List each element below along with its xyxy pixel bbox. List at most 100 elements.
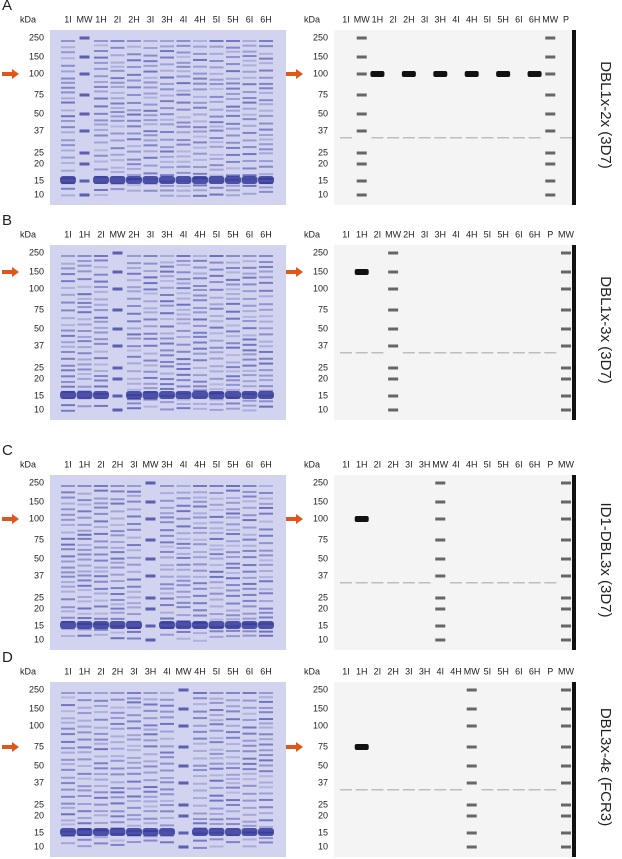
protein-band xyxy=(127,86,141,89)
protein-band xyxy=(259,122,273,125)
protein-band xyxy=(61,802,75,805)
ladder-band xyxy=(466,764,477,768)
protein-band xyxy=(127,706,141,709)
protein-band xyxy=(259,692,273,694)
protein-band xyxy=(193,569,207,572)
dye-front xyxy=(109,176,126,184)
protein-band xyxy=(160,788,174,791)
protein-band xyxy=(226,271,240,274)
protein-band xyxy=(259,812,273,815)
protein-band xyxy=(193,764,207,767)
protein-band xyxy=(160,325,174,328)
protein-band xyxy=(209,723,224,726)
lane-label: 4H xyxy=(466,459,478,469)
protein-band xyxy=(94,580,108,583)
faint-band xyxy=(387,137,400,139)
protein-band xyxy=(143,123,158,126)
protein-band xyxy=(226,194,240,197)
protein-band xyxy=(94,309,108,312)
protein-band xyxy=(77,553,92,556)
protein-band xyxy=(193,135,207,138)
protein-band xyxy=(242,409,257,412)
protein-band xyxy=(209,581,224,584)
ladder-band xyxy=(178,781,189,785)
protein-band xyxy=(193,101,207,104)
protein-band xyxy=(160,816,174,819)
protein-band xyxy=(160,556,174,559)
protein-band xyxy=(143,376,158,379)
protein-band xyxy=(176,165,191,168)
dye-front xyxy=(142,828,159,836)
marker-label: 20 xyxy=(318,373,328,383)
marker-label: 75 xyxy=(318,741,328,751)
protein-band xyxy=(160,123,174,126)
protein-band xyxy=(127,158,141,161)
protein-band xyxy=(259,554,273,557)
protein-band xyxy=(127,799,141,802)
protein-band xyxy=(110,810,125,813)
ladder-band xyxy=(145,517,156,521)
protein-band xyxy=(242,778,257,781)
protein-band xyxy=(242,599,257,602)
protein-band xyxy=(193,697,207,700)
protein-band xyxy=(242,83,257,86)
ladder-band xyxy=(388,251,399,255)
protein-band xyxy=(259,754,273,757)
protein-band xyxy=(259,738,273,741)
protein-band xyxy=(176,491,191,494)
protein-band xyxy=(127,806,141,809)
protein-band xyxy=(61,329,75,332)
lane-label: 5I xyxy=(484,14,492,24)
protein-band xyxy=(127,337,141,340)
protein-band xyxy=(143,60,158,63)
protein-band xyxy=(143,359,158,362)
protein-band xyxy=(226,810,240,813)
lane-label: 3I xyxy=(421,229,429,239)
marker-label: 75 xyxy=(34,534,44,544)
arrow xyxy=(2,514,19,524)
protein-band xyxy=(226,572,240,575)
protein-band xyxy=(226,105,240,108)
protein-band xyxy=(259,569,273,572)
protein-band xyxy=(127,286,141,289)
dye-front xyxy=(192,828,208,836)
protein-band xyxy=(94,273,108,276)
dye-front xyxy=(241,391,258,399)
protein-band xyxy=(160,730,174,733)
protein-band xyxy=(193,277,207,280)
faint-band xyxy=(355,789,368,791)
protein-band xyxy=(209,168,224,171)
protein-band xyxy=(127,734,141,737)
protein-band xyxy=(143,103,158,106)
protein-band xyxy=(127,508,141,511)
faint-band xyxy=(544,789,557,791)
protein-band xyxy=(193,95,207,98)
protein-band xyxy=(160,76,174,79)
protein-band xyxy=(193,724,207,727)
protein-band xyxy=(242,59,257,62)
protein-band xyxy=(209,261,224,264)
protein-band xyxy=(77,570,92,573)
protein-band xyxy=(127,370,141,373)
protein-band xyxy=(143,92,158,95)
protein-band xyxy=(242,315,257,318)
protein-band xyxy=(77,706,92,709)
protein-band xyxy=(160,737,174,740)
protein-band xyxy=(176,367,191,370)
protein-band xyxy=(94,836,108,839)
dye-front xyxy=(93,176,109,184)
faint-band xyxy=(340,789,352,791)
marker-label: 25 xyxy=(34,147,44,157)
protein-band xyxy=(259,173,273,176)
marker-label: 50 xyxy=(318,108,328,118)
ladder-band xyxy=(561,517,571,521)
dye-front xyxy=(175,391,192,399)
lane-label: P xyxy=(547,229,553,239)
protein-band xyxy=(209,799,224,802)
ladder-band xyxy=(545,72,556,76)
protein-band xyxy=(209,288,224,291)
protein-band xyxy=(77,816,92,819)
protein-band xyxy=(209,153,224,156)
protein-band xyxy=(94,546,108,549)
protein-band xyxy=(193,522,207,525)
